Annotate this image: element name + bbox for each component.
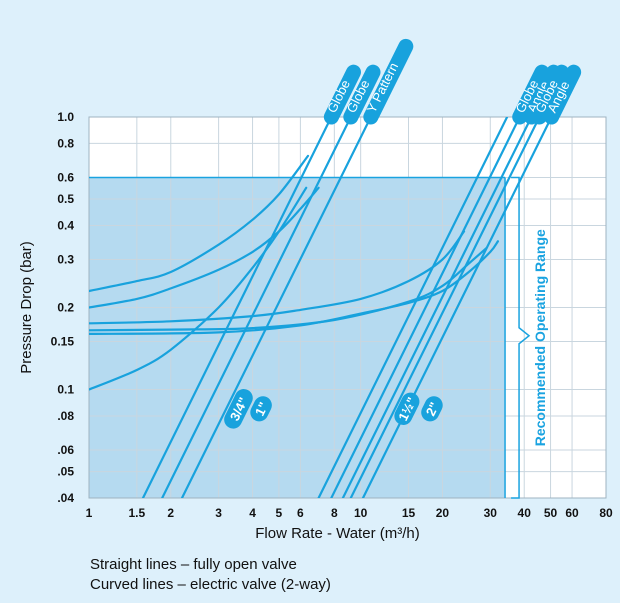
y-tick-label: .08 [57, 409, 74, 423]
note-curved-lines: Curved lines – electric valve (2-way) [90, 576, 331, 593]
y-tick-label: 0.1 [57, 383, 74, 397]
series-name-band [531, 64, 570, 125]
x-tick-label: 1.5 [128, 506, 145, 520]
x-tick-label: 60 [565, 506, 579, 520]
x-tick-label: 4 [249, 506, 256, 520]
series-group [89, 117, 553, 498]
straight-series-line [349, 117, 541, 498]
x-tick-label: 1 [86, 506, 93, 520]
recommended-range-brace [511, 176, 531, 499]
size-label-text: 1" [252, 400, 271, 419]
series-name-band [343, 64, 381, 125]
x-tick-label: 30 [484, 506, 498, 520]
straight-series-line [141, 117, 333, 498]
straight-series-line [161, 117, 352, 498]
size-label-group: 1" [250, 396, 272, 422]
size-label-text: 2" [423, 400, 442, 419]
series-name-band [512, 64, 550, 125]
straight-series-line [361, 117, 553, 498]
size-label-badge [421, 396, 443, 422]
x-tick-label: 3 [215, 506, 222, 520]
size-label-group: 2" [421, 396, 443, 422]
x-axis-label: Flow Rate - Water (m³/h) [255, 525, 419, 542]
x-tick-label: 10 [354, 506, 368, 520]
x-tick-label: 2 [167, 506, 174, 520]
y-tick-label: 0.3 [57, 253, 74, 267]
x-tick-label: 8 [331, 506, 338, 520]
y-tick-label: .04 [57, 491, 74, 505]
curved-series-line [89, 240, 499, 335]
y-tick-label: 0.4 [57, 218, 74, 232]
x-tick-label: 20 [436, 506, 450, 520]
straight-series-line [180, 117, 372, 498]
size-label-badge [394, 392, 420, 425]
series-name-band [543, 64, 582, 125]
straight-series-line [317, 117, 509, 498]
x-tick-label: 40 [518, 506, 532, 520]
straight-series-line [341, 117, 533, 498]
series-name-band [363, 38, 414, 125]
y-tick-label: 0.8 [57, 136, 74, 150]
x-tick-label: 15 [402, 506, 416, 520]
curved-series-line [89, 230, 466, 325]
y-tick-label: 0.6 [57, 170, 74, 184]
y-tick-label: 1.0 [57, 110, 74, 124]
y-tick-label: 0.5 [57, 192, 74, 206]
y-tick-label: 0.15 [51, 335, 75, 349]
y-tick-label: 0.2 [57, 301, 74, 315]
x-tick-label: 6 [297, 506, 304, 520]
recommended-range-area [89, 177, 506, 499]
size-label-badge [224, 389, 253, 429]
x-tick-label: 80 [599, 506, 613, 520]
x-tick-label: 50 [544, 506, 558, 520]
size-label-badge [250, 396, 272, 422]
y-tick-label: .06 [57, 443, 74, 457]
recommended-range-label: Recommended Operating Range [532, 229, 548, 446]
curved-series-line [89, 154, 310, 293]
y-axis-label: Pressure Drop (bar) [18, 241, 35, 374]
series-name-band [323, 64, 362, 125]
straight-series-line [330, 117, 521, 498]
x-tick-label: 5 [276, 506, 283, 520]
curved-series-line [89, 186, 320, 309]
y-tick-label: .05 [57, 465, 74, 479]
note-straight-lines: Straight lines – fully open valve [90, 556, 297, 573]
